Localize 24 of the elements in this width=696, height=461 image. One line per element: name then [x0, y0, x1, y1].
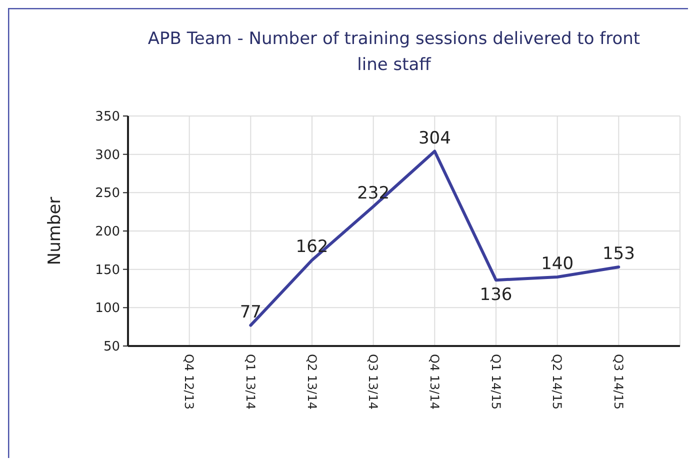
- data-label: 162: [296, 237, 328, 258]
- x-tick-label: Q2 13/14: [304, 354, 319, 410]
- y-tick-label: 100: [95, 301, 120, 316]
- y-tick-label: 150: [95, 262, 120, 278]
- x-tick-label: Q3 14/15: [611, 354, 626, 410]
- x-tick-label: Q1 14/15: [488, 354, 503, 410]
- chart-title: APB Team - Number of training sessions delivered to front line staff: [148, 29, 640, 75]
- y-axis-title: Number: [45, 196, 65, 266]
- y-tick-label: 250: [95, 186, 120, 202]
- data-label: 153: [602, 244, 635, 264]
- data-label: 232: [357, 183, 390, 204]
- data-label: 77: [240, 302, 262, 322]
- x-tick-label: Q4 13/14: [427, 354, 442, 410]
- y-tick-label: 200: [95, 224, 120, 240]
- y-tick-label: 50: [103, 340, 120, 355]
- x-tick-label: Q3 13/14: [366, 354, 380, 410]
- y-tick-label: 300: [95, 148, 120, 163]
- data-label: 140: [541, 254, 574, 274]
- x-tick-label: Q1 13/14: [243, 354, 258, 410]
- data-label: 136: [480, 285, 512, 306]
- y-tick-label: 350: [95, 110, 120, 125]
- data-label: 304: [418, 128, 451, 148]
- x-tick-label: Q2 14/15: [550, 354, 564, 410]
- x-tick-label: Q4 12/13: [182, 354, 196, 410]
